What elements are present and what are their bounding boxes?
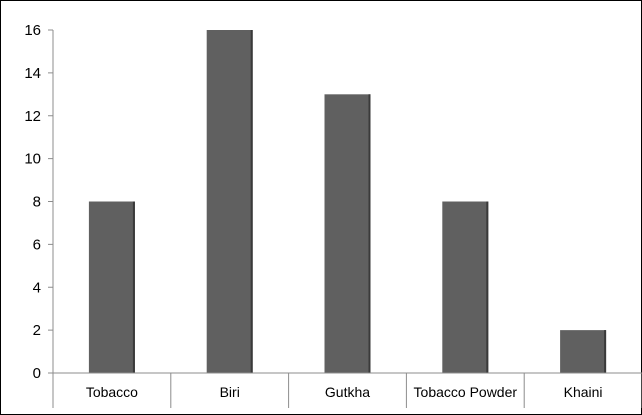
bar-edge-shadow bbox=[604, 330, 607, 373]
bar-series bbox=[88, 30, 607, 373]
y-tick-label: 0 bbox=[33, 365, 41, 382]
y-tick-label: 6 bbox=[33, 236, 41, 253]
bar-gutkha bbox=[324, 94, 371, 373]
y-tick-label: 10 bbox=[24, 151, 41, 168]
x-tick-label: Gutkha bbox=[325, 384, 370, 400]
bar-edge-shadow bbox=[486, 201, 489, 373]
y-tick-label: 16 bbox=[24, 22, 41, 39]
x-axis: Tobacco Biri Gutkha Tobacco Powder Khaini bbox=[52, 372, 642, 408]
y-tick-label: 4 bbox=[33, 279, 41, 296]
y-tick-label: 2 bbox=[33, 322, 41, 339]
x-tick-label: Khaini bbox=[564, 384, 603, 400]
y-axis: 0 2 4 6 8 10 12 14 16 bbox=[24, 22, 54, 382]
bar-edge-shadow bbox=[250, 30, 253, 373]
y-tick-label: 12 bbox=[24, 108, 41, 125]
x-tick-label: Tobacco bbox=[86, 384, 138, 400]
y-tick-label: 8 bbox=[33, 194, 41, 211]
y-tick-label: 14 bbox=[24, 65, 41, 82]
bar-tobacco-powder bbox=[442, 201, 489, 373]
bar-edge-shadow bbox=[368, 94, 371, 373]
x-tick-label: Tobacco Powder bbox=[414, 384, 518, 400]
bar-edge-shadow bbox=[132, 201, 135, 373]
x-tick-label: Biri bbox=[220, 384, 240, 400]
bar-biri bbox=[206, 30, 253, 373]
bar-tobacco bbox=[88, 201, 135, 373]
bar-khaini bbox=[560, 330, 607, 373]
